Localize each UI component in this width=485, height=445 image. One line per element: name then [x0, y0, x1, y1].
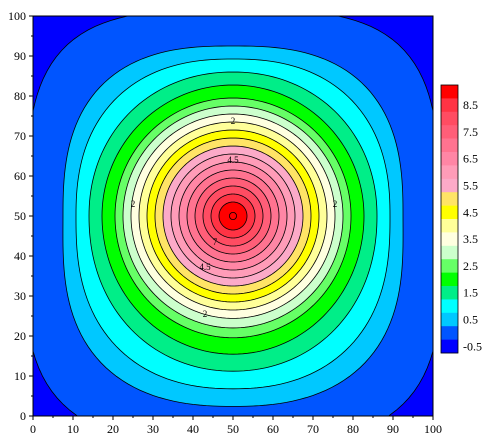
y-tick-label: 100 — [8, 9, 26, 23]
colorbar-swatch — [441, 312, 458, 327]
x-tick-label: 50 — [227, 422, 239, 436]
y-tick-label: 10 — [14, 369, 26, 383]
colorbar-label: 5.5 — [463, 179, 478, 193]
contour-label: 2 — [131, 199, 136, 209]
contour-label: 4.5 — [199, 262, 211, 272]
colorbar-swatch — [441, 125, 458, 139]
colorbar-label: 0.5 — [463, 313, 478, 327]
colorbar-swatch — [441, 178, 458, 193]
colorbar-swatch — [441, 339, 458, 354]
colorbar-label: 4.5 — [463, 205, 478, 219]
y-tick-label: 70 — [14, 129, 26, 143]
colorbar-swatch — [441, 165, 458, 180]
x-tick-label: 90 — [387, 422, 399, 436]
colorbar-swatch — [441, 259, 458, 273]
y-tick-label: 30 — [14, 289, 26, 303]
contour-labels: 2 2 2 2 4.5 4.5 7 — [131, 116, 338, 319]
x-tick-label: 30 — [147, 422, 159, 436]
x-tick-label: 20 — [107, 422, 119, 436]
y-tick-label: 80 — [14, 89, 26, 103]
colorbar-swatch — [441, 152, 458, 166]
x-tick-label: 80 — [347, 422, 359, 436]
x-tick-label: 40 — [187, 422, 199, 436]
colorbar-swatch — [441, 245, 458, 260]
colorbar-swatch — [441, 299, 458, 314]
x-tick-label: 100 — [424, 422, 442, 436]
y-tick-label: 90 — [14, 49, 26, 63]
colorbar-swatch — [441, 111, 458, 126]
contour-fill — [33, 16, 433, 416]
colorbar-label: 6.5 — [463, 152, 478, 166]
colorbar-swatch — [441, 192, 458, 206]
colorbar-label: 8.5 — [463, 98, 478, 112]
y-tick-label: 40 — [14, 249, 26, 263]
colorbar-swatch — [441, 85, 458, 99]
colorbar: 8.5 7.5 6.5 5.5 4.5 3.5 2.5 1.5 0.5 -0.5 — [440, 84, 482, 354]
colorbar-label: 1.5 — [463, 286, 478, 300]
contour-label: 2 — [203, 309, 208, 319]
y-tick-label: 20 — [14, 329, 26, 343]
colorbar-swatch — [441, 232, 458, 247]
x-tick-label: 0 — [30, 422, 36, 436]
colorbar-label: -0.5 — [463, 339, 482, 353]
colorbar-label: 3.5 — [463, 232, 478, 246]
contour-label: 2 — [231, 116, 236, 126]
colorbar-swatch — [441, 98, 458, 113]
colorbar-frame — [440, 84, 459, 354]
colorbar-label: 2.5 — [463, 259, 478, 273]
x-tick-label: 70 — [307, 422, 319, 436]
colorbar-swatch — [441, 272, 458, 287]
x-tick-label: 10 — [67, 422, 79, 436]
y-tick-label: 0 — [20, 409, 26, 423]
contour-peak — [228, 211, 237, 220]
contour-label: 7 — [213, 237, 218, 247]
colorbar-swatch — [441, 138, 458, 153]
colorbar-swatch — [441, 326, 458, 340]
contour-label: 4.5 — [227, 155, 239, 165]
colorbar-label: 7.5 — [463, 125, 478, 139]
colorbar-swatch — [441, 219, 458, 233]
colorbar-swatch — [441, 205, 458, 220]
axes: 0 10 20 30 40 50 60 70 80 90 100 0 10 20 30 40 50 60 70 80 9… — [8, 9, 442, 436]
contour-label: 2 — [333, 199, 338, 209]
x-tick-label: 60 — [267, 422, 279, 436]
y-tick-label: 50 — [14, 209, 26, 223]
y-tick-label: 60 — [14, 169, 26, 183]
colorbar-swatch — [441, 286, 458, 300]
